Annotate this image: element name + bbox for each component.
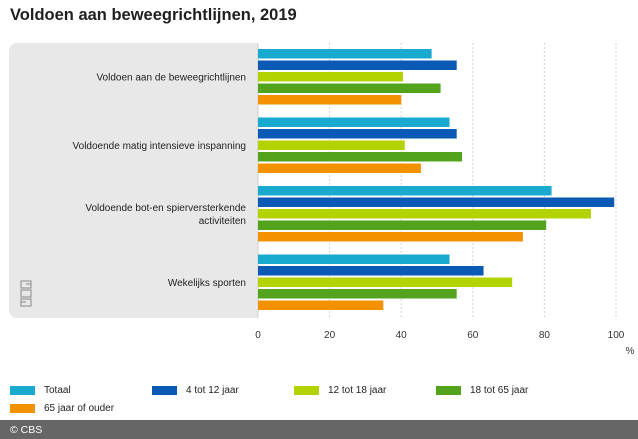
legend-label: 65 jaar of ouder xyxy=(44,402,115,414)
chart-title: Voldoen aan beweegrichtlijnen, 2019 xyxy=(10,6,297,24)
bar: 18 tot 65 jaar: 80.5 xyxy=(258,220,547,230)
bar: 65 jaar of ouder: 45.5 xyxy=(258,163,421,173)
legend-swatch xyxy=(436,385,461,395)
legend-label: 12 tot 18 jaar xyxy=(328,384,387,396)
bar: 4 tot 12 jaar: 55.5 xyxy=(258,129,457,139)
legend-swatch xyxy=(294,385,319,395)
category-label: Voldoende matig intensieve inspanning xyxy=(73,141,246,152)
bar: 12 tot 18 jaar: 41 xyxy=(258,140,405,150)
legend-item: 12 tot 18 jaar xyxy=(294,383,386,397)
x-tick-label: 80 xyxy=(539,330,551,341)
bar: 4 tot 12 jaar: 63 xyxy=(258,266,484,276)
bar: 18 tot 65 jaar: 51 xyxy=(258,83,441,93)
bar-chart: Totaal: 48.54 tot 12 jaar: 55.512 tot 18… xyxy=(9,43,636,357)
legend-label: 4 tot 12 jaar xyxy=(186,384,239,396)
category-label: Wekelijks sporten xyxy=(168,278,246,289)
bar: 65 jaar of ouder: 35 xyxy=(258,300,384,310)
x-tick-label: 60 xyxy=(467,330,479,341)
cbs-logo-icon xyxy=(20,280,32,307)
bar: 12 tot 18 jaar: 71 xyxy=(258,277,513,287)
legend-label: Totaal xyxy=(44,384,71,396)
bar: 18 tot 65 jaar: 57 xyxy=(258,152,463,162)
bar: 18 tot 65 jaar: 55.5 xyxy=(258,289,457,299)
bar: 12 tot 18 jaar: 40.5 xyxy=(258,72,403,82)
legend-item: 18 tot 65 jaar xyxy=(436,383,528,397)
x-tick-label: 0 xyxy=(255,330,261,341)
legend-item: Totaal xyxy=(10,383,71,397)
legend-swatch xyxy=(10,403,35,413)
bar: 65 jaar of ouder: 40 xyxy=(258,95,402,105)
x-axis-label: % xyxy=(626,346,635,357)
legend-swatch xyxy=(10,385,35,395)
category-label: Voldoen aan de beweegrichtlijnen xyxy=(96,72,246,83)
x-tick-label: 20 xyxy=(324,330,336,341)
x-tick-label: 100 xyxy=(608,330,625,341)
legend-item: 4 tot 12 jaar xyxy=(152,383,239,397)
x-tick-label: 40 xyxy=(396,330,408,341)
bar: 12 tot 18 jaar: 93 xyxy=(258,209,591,219)
bar: Totaal: 53.5 xyxy=(258,254,450,264)
category-label: activiteiten xyxy=(199,216,246,227)
legend-label: 18 tot 65 jaar xyxy=(470,384,529,396)
footer-bar: © CBS xyxy=(0,420,638,439)
bar: 4 tot 12 jaar: 55.5 xyxy=(258,60,457,70)
legend-item: 65 jaar of ouder xyxy=(10,401,114,415)
legend-swatch xyxy=(152,385,177,395)
bar: Totaal: 48.5 xyxy=(258,49,432,59)
copyright-text: © CBS xyxy=(10,423,43,436)
bar: 4 tot 12 jaar: 99.5 xyxy=(258,197,615,207)
bar: 65 jaar of ouder: 74 xyxy=(258,232,523,242)
bar: Totaal: 82 xyxy=(258,186,552,196)
category-label: Voldoende bot-en spierversterkende xyxy=(85,203,246,214)
bar: Totaal: 53.5 xyxy=(258,117,450,127)
